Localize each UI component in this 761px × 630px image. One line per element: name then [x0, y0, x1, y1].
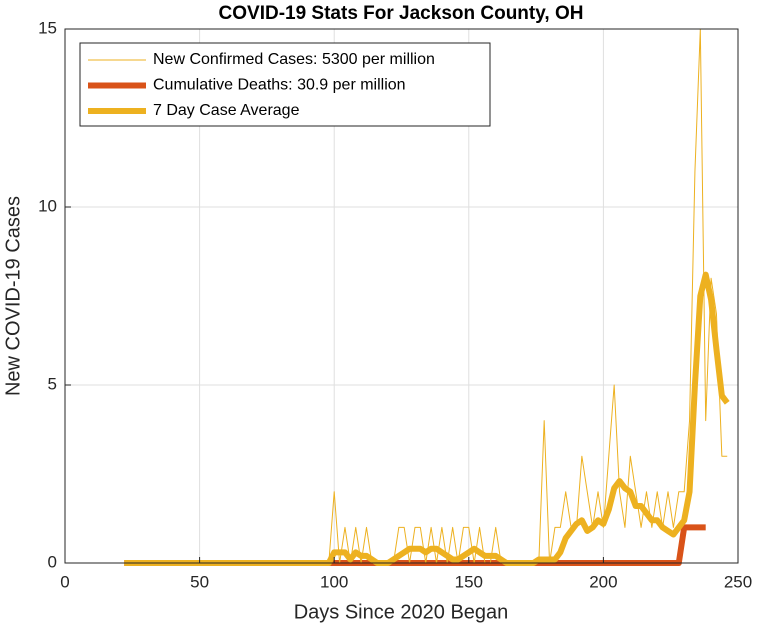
y-axis-label: New COVID-19 Cases — [2, 196, 24, 396]
legend-box — [79, 42, 491, 127]
x-tick-label: 100 — [320, 572, 348, 591]
legend-label: New Confirmed Cases: 5300 per million — [153, 51, 435, 68]
x-tick-label: 0 — [60, 572, 69, 591]
y-tick-label: 15 — [38, 18, 57, 37]
x-tick-label: 250 — [724, 572, 752, 591]
y-tick-label: 10 — [38, 196, 57, 215]
legend: New Confirmed Cases: 5300 per million Cum… — [79, 42, 491, 127]
y-tick-label: 0 — [48, 552, 57, 571]
chart-title: COVID-19 Stats For Jackson County, OH — [219, 3, 584, 24]
x-tick-label: 150 — [455, 572, 483, 591]
x-axis-label: Days Since 2020 Began — [294, 601, 509, 623]
legend-label: Cumulative Deaths: 30.9 per million — [153, 77, 406, 94]
x-tick-label: 50 — [190, 572, 209, 591]
legend-label: 7 Day Case Average — [153, 102, 300, 119]
x-tick-label: 200 — [589, 572, 617, 591]
ticks: 0 50 100 150 200 250 0 5 10 15 — [38, 18, 752, 591]
y-tick-label: 5 — [48, 374, 57, 393]
axes-box — [64, 28, 739, 564]
